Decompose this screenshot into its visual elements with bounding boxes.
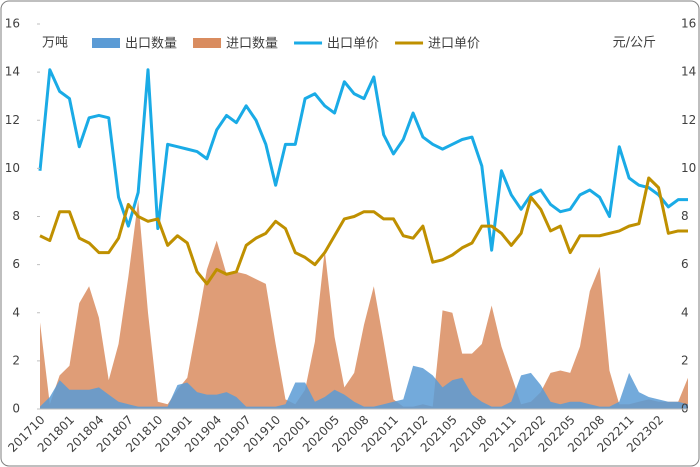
y2-tick-label: 10	[681, 161, 696, 175]
y2-tick-label: 6	[681, 257, 689, 271]
y-tick-label: 8	[12, 209, 20, 223]
area	[40, 199, 688, 409]
y-tick-label: 14	[5, 65, 20, 79]
y-tick-label: 2	[12, 353, 20, 367]
legend-label: 出口数量	[125, 37, 177, 52]
y-tick-label: 12	[5, 113, 20, 127]
y2-tick-label: 12	[681, 113, 696, 127]
y-tick-label: 0	[12, 402, 20, 416]
plot-area	[38, 68, 688, 409]
legend-swatch	[92, 38, 120, 48]
y2-tick-label: 2	[681, 353, 689, 367]
y-axis-label: 万吨	[42, 36, 68, 51]
y-tick-label: 6	[12, 257, 20, 271]
y2-tick-label: 16	[681, 17, 696, 31]
y-tick-label: 10	[5, 161, 20, 175]
area	[40, 365, 688, 409]
line	[39, 176, 688, 286]
legend-label: 出口单价	[327, 37, 379, 52]
y2-axis-label: 元/公斤	[613, 36, 656, 51]
y-tick-label: 4	[12, 305, 20, 319]
line	[38, 68, 688, 252]
y2-tick-label: 8	[681, 209, 689, 223]
y2-tick-label: 4	[681, 305, 689, 319]
legend-label: 进口数量	[226, 37, 278, 52]
y2-tick-label: 14	[681, 65, 696, 79]
y-tick-label: 16	[5, 17, 20, 31]
legend-swatch	[193, 38, 222, 48]
legend-label: 进口单价	[428, 37, 480, 52]
